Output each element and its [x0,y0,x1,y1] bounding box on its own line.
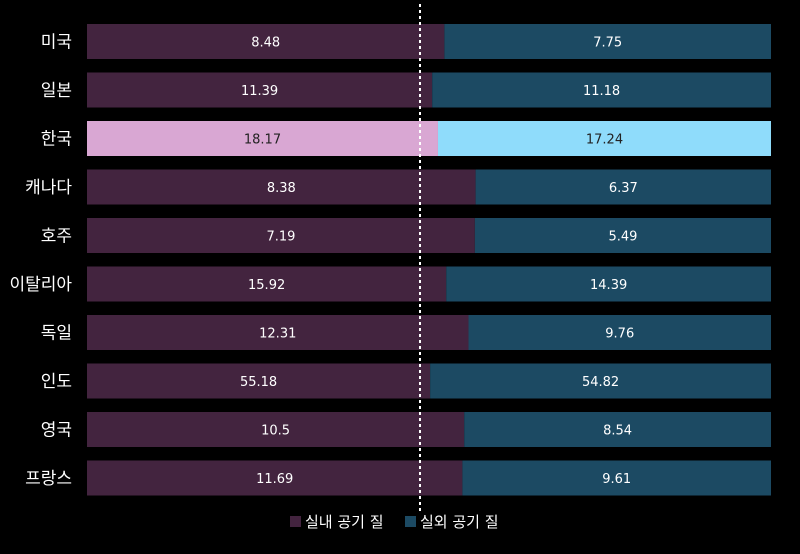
value-label-series-1: 15.92 [248,278,285,293]
bar-series-2 [430,363,771,399]
category-label: 한국 [41,130,72,150]
legend-label-series-1: 실내 공기 질 [305,513,384,531]
bar-series-2 [432,72,771,108]
bar-series-1 [87,266,447,302]
bar-series-1 [87,121,438,156]
legend-swatch-series-1 [290,516,301,527]
bar-series-2 [464,412,771,447]
bar-series-1 [87,72,433,108]
value-label-series-1: 8.38 [267,181,296,196]
value-label-series-1: 10.5 [261,424,290,439]
bar-series-1 [87,169,476,205]
category-label: 프랑스 [25,469,72,489]
value-label-series-2: 14.39 [590,278,627,293]
value-label-series-2: 54.82 [582,375,619,390]
bar-series-2 [462,460,771,496]
value-label-series-1: 18.17 [244,133,281,148]
category-label: 영국 [41,421,72,441]
value-label-series-2: 9.76 [605,327,634,342]
bar-series-2 [446,266,771,302]
legend-swatch-series-2 [405,516,416,527]
value-label-series-1: 8.48 [251,36,280,51]
value-label-series-1: 7.19 [266,230,295,245]
legend: 실내 공기 질 실외 공기 질 [290,513,499,531]
value-label-series-1: 11.39 [241,84,278,99]
value-label-series-2: 5.49 [608,230,637,245]
value-label-series-1: 55.18 [240,375,277,390]
category-label: 독일 [41,324,72,344]
category-label: 인도 [41,372,72,392]
bar-series-1 [87,315,469,350]
bar-series-2 [437,121,771,156]
bar-series-2 [444,24,771,59]
bar-series-1 [87,218,475,253]
bar-series-2 [468,315,771,350]
bar-series-1 [87,412,465,447]
value-label-series-1: 12.31 [259,327,296,342]
category-label: 이탈리아 [9,275,72,295]
category-label: 호주 [41,227,72,247]
value-label-series-2: 17.24 [586,133,623,148]
category-label: 일본 [41,81,72,101]
category-label: 캐나다 [25,178,72,198]
value-label-series-2: 7.75 [593,36,622,51]
value-label-series-2: 6.37 [609,181,638,196]
bars-group: 8.48 7.75 11.39 11.18 18.17 17.24 8.38 6.37 7.19… [87,24,771,496]
value-label-series-1: 11.69 [256,472,293,487]
value-label-series-2: 11.18 [583,84,620,99]
value-label-series-2: 9.61 [602,472,631,487]
bar-series-1 [87,24,445,59]
bar-series-2 [474,218,771,253]
bar-series-1 [87,363,431,399]
bar-series-2 [475,169,771,205]
bar-series-1 [87,460,463,496]
value-label-series-2: 8.54 [603,424,632,439]
legend-label-series-2: 실외 공기 질 [420,513,499,531]
category-label: 미국 [41,33,72,53]
